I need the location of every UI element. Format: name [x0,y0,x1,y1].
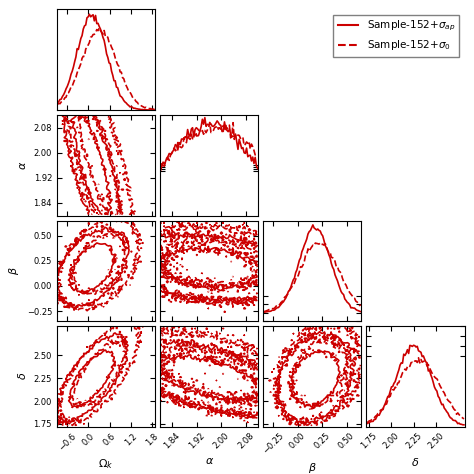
X-axis label: $\beta$: $\beta$ [308,461,317,474]
X-axis label: $\alpha$: $\alpha$ [205,456,214,466]
Y-axis label: $\alpha$: $\alpha$ [18,161,28,170]
Y-axis label: $\delta$: $\delta$ [16,372,28,381]
X-axis label: $\Omega_k$: $\Omega_k$ [98,458,114,472]
X-axis label: $\delta$: $\delta$ [411,456,419,468]
Legend: Sample-152+$\sigma_{ap}$, Sample-152+$\sigma_0$: Sample-152+$\sigma_{ap}$, Sample-152+$\s… [333,15,459,56]
Y-axis label: $\beta$: $\beta$ [7,266,21,275]
